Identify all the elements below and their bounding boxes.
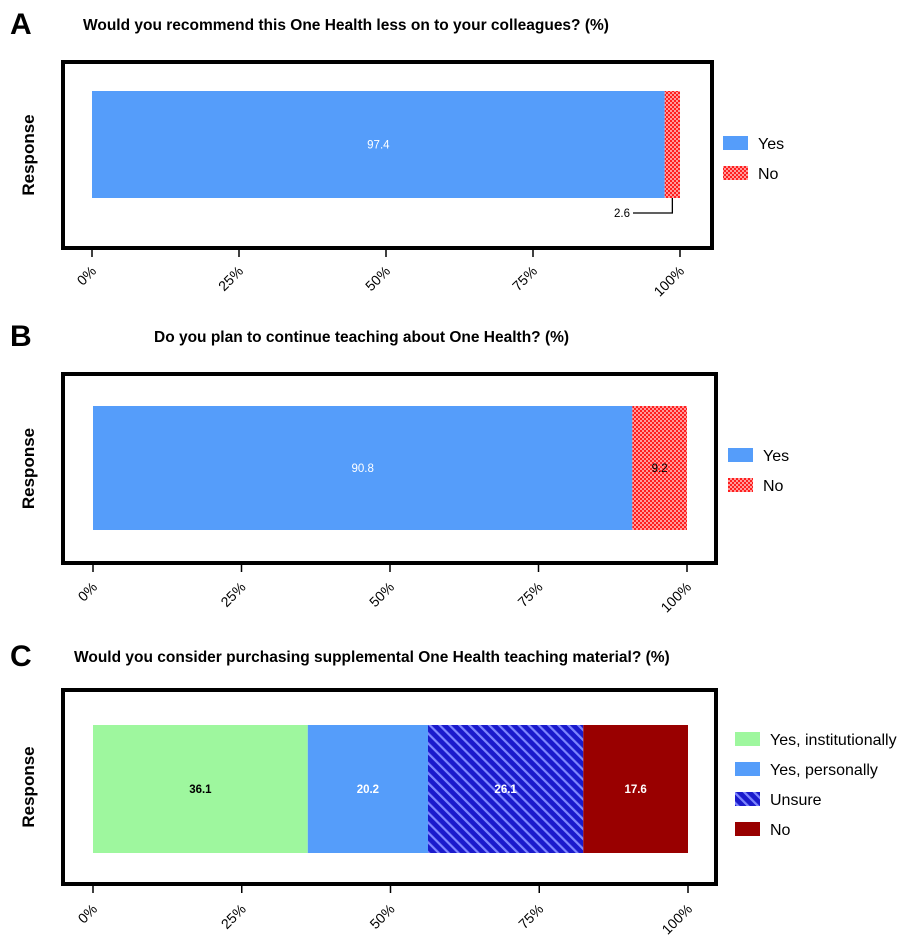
- y-axis-label: Response: [19, 114, 38, 195]
- legend-label-yes: Yes: [758, 136, 784, 153]
- legend-label-no: No: [770, 822, 791, 839]
- panel-title: Would you consider purchasing supplement…: [74, 649, 670, 666]
- x-tick-label: 0%: [73, 263, 99, 289]
- bar-segment-yes: [93, 406, 633, 530]
- bar-segment-unsure: [427, 725, 584, 853]
- x-tick-label: 100%: [650, 263, 687, 300]
- legend-label-no: No: [763, 478, 784, 495]
- x-tick-label: 75%: [514, 579, 545, 610]
- legend-swatch-yes-institutionally: [735, 732, 760, 746]
- legend-label-no: No: [758, 166, 779, 183]
- x-tick-label: 75%: [515, 901, 546, 932]
- legend-swatch-yes: [723, 136, 748, 150]
- bar-segment-yes-personally: [307, 725, 428, 853]
- legend-swatch-no: [728, 478, 753, 492]
- data-label-leader: [633, 198, 674, 214]
- x-tick-label: 0%: [74, 579, 100, 605]
- bar-segment-yes: [92, 91, 665, 198]
- x-tick-label: 75%: [509, 263, 540, 294]
- x-tick-label: 50%: [366, 579, 397, 610]
- x-tick-label: 25%: [217, 579, 248, 610]
- legend-label-yes-institutionally: Yes, institutionally: [770, 732, 897, 749]
- legend-label-yes: Yes: [763, 448, 789, 465]
- panel-letter: B: [10, 320, 32, 353]
- data-label-no: 17.6: [624, 784, 646, 796]
- x-tick-label: 25%: [215, 263, 246, 294]
- x-tick-label: 0%: [74, 901, 100, 927]
- bar-segment-yes-institutionally: [93, 725, 308, 853]
- panel-title: Would you recommend this One Health less…: [83, 17, 609, 34]
- x-tick-label: 50%: [362, 263, 393, 294]
- panel-b: B Do you plan to continue teaching about …: [10, 320, 789, 615]
- bar-segment-no: [664, 91, 680, 198]
- data-label-unsure: 26.1: [494, 784, 517, 796]
- data-label-no: 9.2: [652, 463, 668, 475]
- panel-letter: C: [10, 640, 32, 673]
- panel-a: A Would you recommend this One Health les…: [10, 8, 784, 299]
- panel-c: C Would you consider purchasing supplemen…: [10, 640, 897, 937]
- x-tick-label: 25%: [218, 901, 249, 932]
- legend-swatch-unsure: [735, 792, 760, 806]
- data-label-yes: 90.8: [351, 463, 373, 475]
- data-label-yes-institutionally: 36.1: [189, 784, 212, 796]
- x-tick-label: 100%: [657, 579, 694, 616]
- y-axis-label: Response: [19, 428, 38, 509]
- legend-swatch-yes: [728, 448, 753, 462]
- legend-label-yes-personally: Yes, personally: [770, 762, 878, 779]
- panel-letter: A: [10, 8, 32, 41]
- data-label-yes: 97.4: [367, 140, 390, 152]
- x-tick-label: 50%: [366, 901, 397, 932]
- panel-title: Do you plan to continue teaching about O…: [154, 329, 569, 346]
- legend-swatch-yes-personally: [735, 762, 760, 776]
- data-label-yes-personally: 20.2: [357, 784, 379, 796]
- bar-segment-no: [583, 725, 688, 853]
- data-label-no: 2.6: [614, 208, 630, 220]
- x-tick-label: 100%: [658, 901, 695, 938]
- bar-segment-no: [632, 406, 687, 530]
- legend-swatch-no: [735, 822, 760, 836]
- legend-swatch-no: [723, 166, 748, 180]
- y-axis-label: Response: [19, 746, 38, 827]
- legend-label-unsure: Unsure: [770, 792, 822, 809]
